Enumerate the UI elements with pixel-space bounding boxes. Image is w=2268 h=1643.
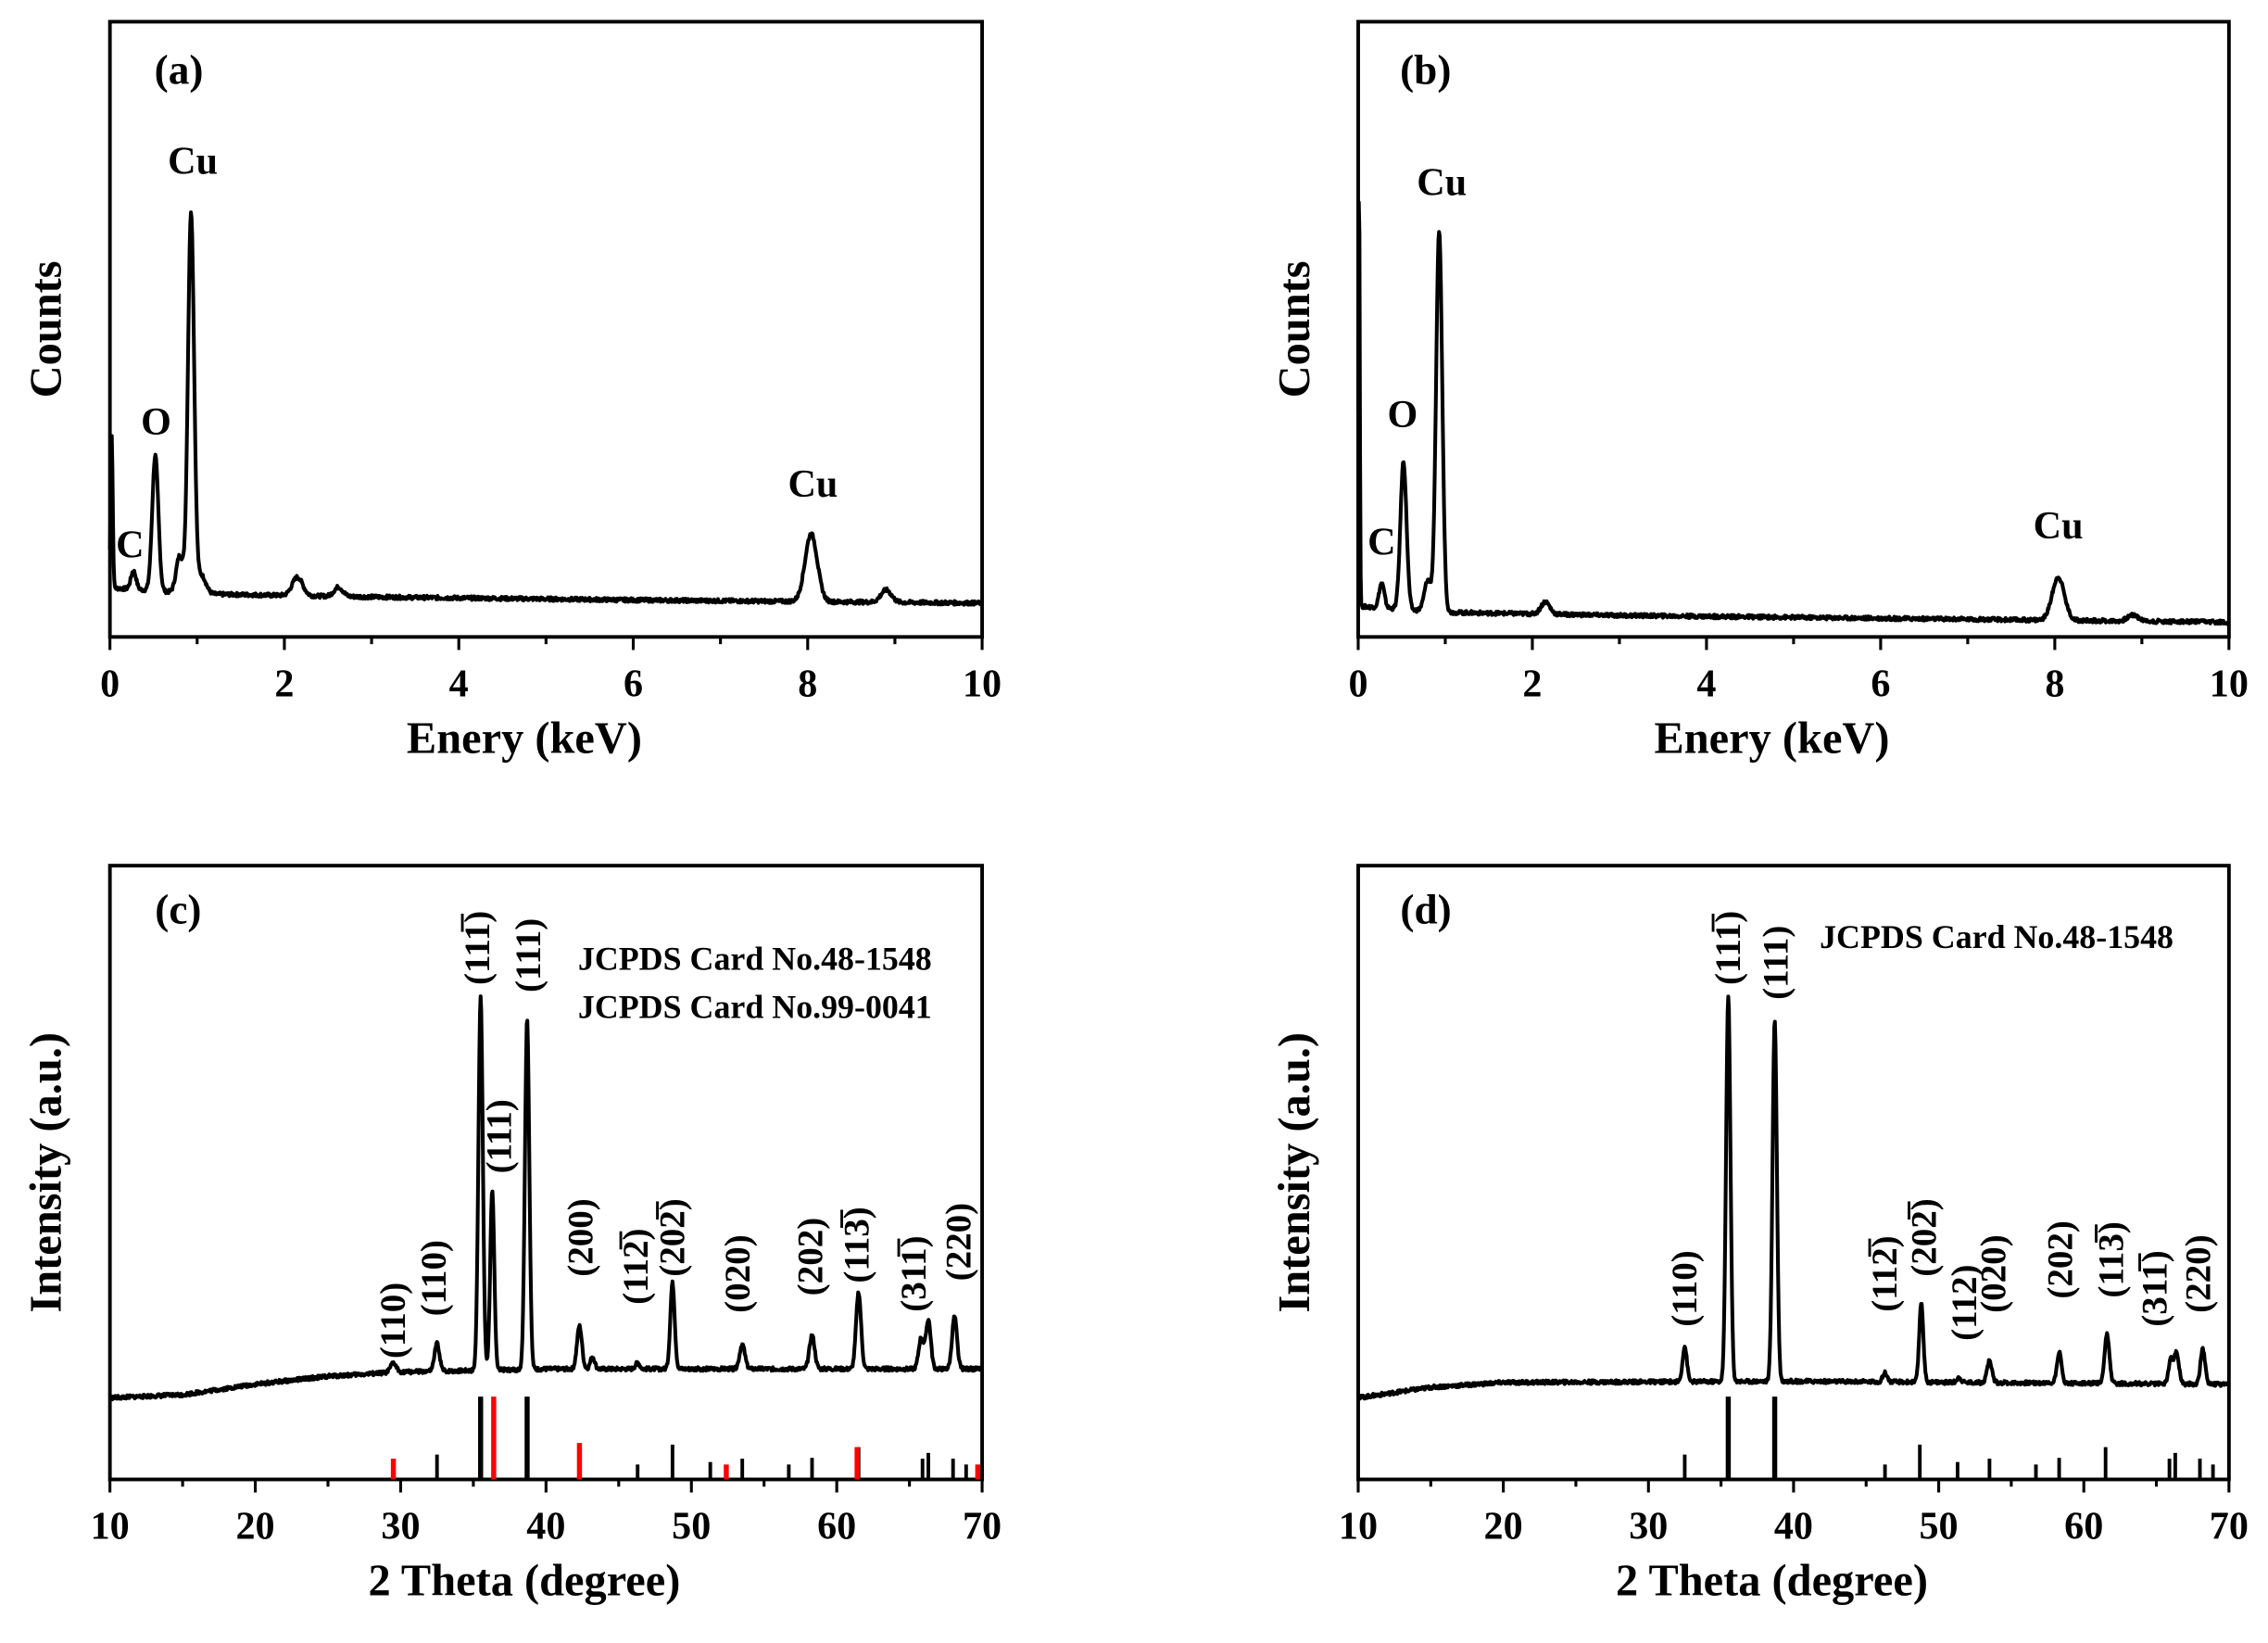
panel-b: 0 2 4 6 8 10 Enery (keV) Counts (b) Cu O C Cu [1270, 19, 2249, 763]
legend-entry: JCPDS Card No.48-1548 [1820, 918, 2174, 955]
panel-label: (c) [155, 886, 201, 932]
miller-index-label: (202) [2041, 1220, 2081, 1299]
y-axis-title: Counts [1270, 260, 1319, 398]
miller-index-label: (202̅) [652, 1198, 692, 1277]
x-axis-title: 2 Theta (degree) [1616, 1556, 1928, 1605]
miller-index-label: (112̅) [616, 1228, 656, 1304]
miller-index-label: (111̅) [458, 911, 498, 985]
element-label: C [116, 524, 144, 567]
miller-index-label: (202̅) [1904, 1198, 1944, 1277]
reference-pattern [435, 1397, 968, 1480]
miller-index-label: (020) [1974, 1234, 2014, 1313]
x-tick-label: 10 [2210, 662, 2249, 705]
spectrum-line [1355, 200, 2231, 626]
x-tick-label: 2 [274, 662, 294, 705]
y-axis-title: Intensity (a.u.) [1270, 1032, 1319, 1313]
x-axis-title: Enery (keV) [1654, 714, 1889, 763]
miller-index-label: (111) [509, 918, 548, 992]
x-tick-label: 30 [1629, 1505, 1668, 1548]
spectrum-line [1356, 994, 2231, 1401]
x-tick-label: 8 [798, 662, 817, 705]
x-axis-title: 2 Theta (degree) [368, 1556, 680, 1605]
panel-d: 10 20 30 40 50 60 70 2 Theta (degree) Intensity … [1270, 864, 2249, 1605]
x-tick-label: 4 [449, 662, 469, 705]
x-tick-label: 70 [2210, 1505, 2249, 1548]
panel-label: (d) [1400, 886, 1451, 932]
x-tick-label: 10 [963, 662, 1002, 705]
x-axis-title: Enery (keV) [407, 714, 642, 763]
panel-a: 0 2 4 6 8 10 Enery (keV) Counts (a) Cu O C Cu [22, 19, 1002, 763]
x-tick-label: 6 [624, 662, 643, 705]
x-tick-label: 0 [1348, 662, 1367, 705]
y-axis-title: Intensity (a.u.) [22, 1032, 71, 1313]
miller-index-label: (110) [414, 1240, 454, 1316]
miller-index-label: (020) [718, 1234, 758, 1313]
panel-label: (b) [1400, 46, 1451, 93]
miller-index-label: (220) [2178, 1234, 2218, 1313]
miller-index-label: (311̅) [894, 1235, 934, 1311]
x-tick-label: 60 [817, 1505, 856, 1548]
miller-index-label: (200) [561, 1198, 601, 1277]
reference-pattern [1682, 1397, 2215, 1480]
spectrum-line [108, 994, 985, 1402]
element-label: Cu [788, 462, 838, 506]
miller-index-label: (113̅) [2091, 1221, 2131, 1297]
x-tick-label: 50 [672, 1505, 711, 1548]
miller-index-label: (112̅) [1865, 1235, 1905, 1311]
x-tick-label: 60 [2064, 1505, 2103, 1548]
element-label: O [141, 400, 171, 444]
x-tick-label: 4 [1696, 662, 1716, 705]
miller-index-label: (111̅) [1708, 911, 1748, 985]
miller-index-label: (202) [790, 1218, 830, 1296]
miller-index-label: (110) [1665, 1250, 1705, 1326]
spectrum-line [107, 210, 985, 607]
miller-index-label: (111) [1757, 926, 1796, 1000]
x-tick-label: 40 [526, 1505, 565, 1548]
x-tick-label: 20 [235, 1505, 274, 1548]
miller-index-label: (111) [480, 1099, 520, 1173]
x-tick-label: 0 [100, 662, 120, 705]
reference-pattern [390, 1397, 981, 1480]
x-tick-label: 6 [1871, 662, 1890, 705]
x-tick-label: 20 [1484, 1505, 1523, 1548]
plot-frame [1356, 19, 2231, 639]
x-tick-label: 10 [1339, 1505, 1378, 1548]
element-label: Cu [1417, 161, 1467, 205]
legend-entry: JCPDS Card No.99-0041 [578, 988, 932, 1025]
x-tick-label: 10 [91, 1505, 130, 1548]
plot-frame [107, 19, 985, 639]
miller-index-label: (113̅) [838, 1207, 877, 1283]
x-tick-label: 70 [963, 1505, 1002, 1548]
panel-label: (a) [155, 46, 204, 93]
element-label: Cu [168, 139, 218, 183]
element-label: C [1367, 520, 1395, 563]
miller-index-label: (220) [939, 1203, 978, 1282]
x-tick-label: 30 [381, 1505, 420, 1548]
element-label: Cu [2034, 504, 2084, 548]
miller-index-label: (112) [1945, 1265, 1984, 1341]
miller-index-label: (311̅) [2135, 1250, 2174, 1326]
panel-c: 10 20 30 40 50 60 70 2 Theta (degree) Intensity … [22, 864, 1002, 1605]
x-tick-label: 8 [2045, 662, 2064, 705]
element-label: O [1388, 393, 1418, 436]
x-tick-label: 2 [1522, 662, 1542, 705]
y-axis-title: Counts [22, 260, 71, 398]
x-tick-label: 50 [1919, 1505, 1958, 1548]
miller-index-label: (110) [373, 1283, 413, 1359]
legend-entry: JCPDS Card No.48-1548 [578, 941, 932, 978]
x-tick-label: 40 [1774, 1505, 1813, 1548]
